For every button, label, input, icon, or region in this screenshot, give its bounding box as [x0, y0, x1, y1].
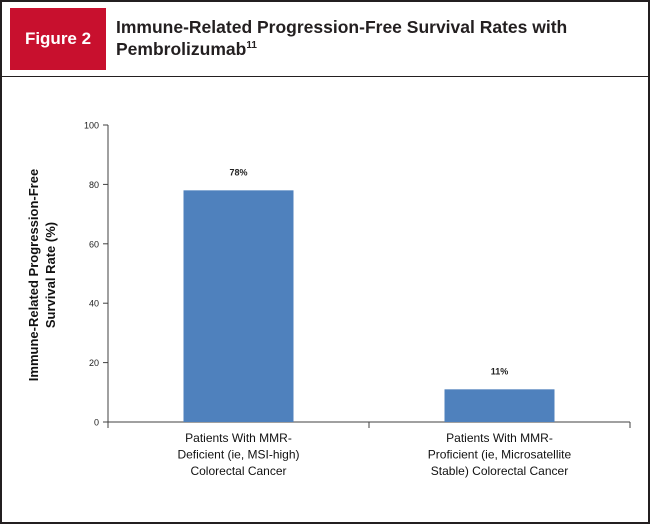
data-label: 78%: [229, 167, 247, 177]
figure-header: Figure 2 Immune-Related Progression-Free…: [2, 2, 648, 77]
figure-title: Immune-Related Progression-Free Survival…: [116, 16, 636, 60]
y-tick-label: 40: [89, 299, 99, 309]
figure-title-reference: 11: [246, 40, 257, 52]
bar: [444, 389, 555, 422]
figure-title-text: Immune-Related Progression-Free Survival…: [116, 17, 568, 59]
y-tick-label: 80: [89, 180, 99, 190]
x-category-label: Patients With MMR-: [446, 431, 553, 445]
y-axis-title: Immune-Related Progression-Free: [26, 169, 41, 381]
x-category-label: Proficient (ie, Microsatellite: [428, 448, 572, 462]
data-label: 11%: [491, 366, 509, 376]
x-category-label: Patients With MMR-: [185, 431, 292, 445]
y-axis-title: Survival Rate (%): [43, 222, 58, 328]
y-tick-label: 0: [94, 418, 99, 428]
figure-label: Figure 2: [10, 8, 106, 70]
x-category-label: Deficient (ie, MSI-high): [177, 448, 299, 462]
y-tick-label: 100: [84, 121, 99, 131]
y-tick-label: 60: [89, 239, 99, 249]
x-category-label: Stable) Colorectal Cancer: [431, 464, 568, 478]
x-category-label: Colorectal Cancer: [190, 464, 286, 478]
bar: [183, 190, 294, 422]
y-tick-label: 20: [89, 358, 99, 368]
